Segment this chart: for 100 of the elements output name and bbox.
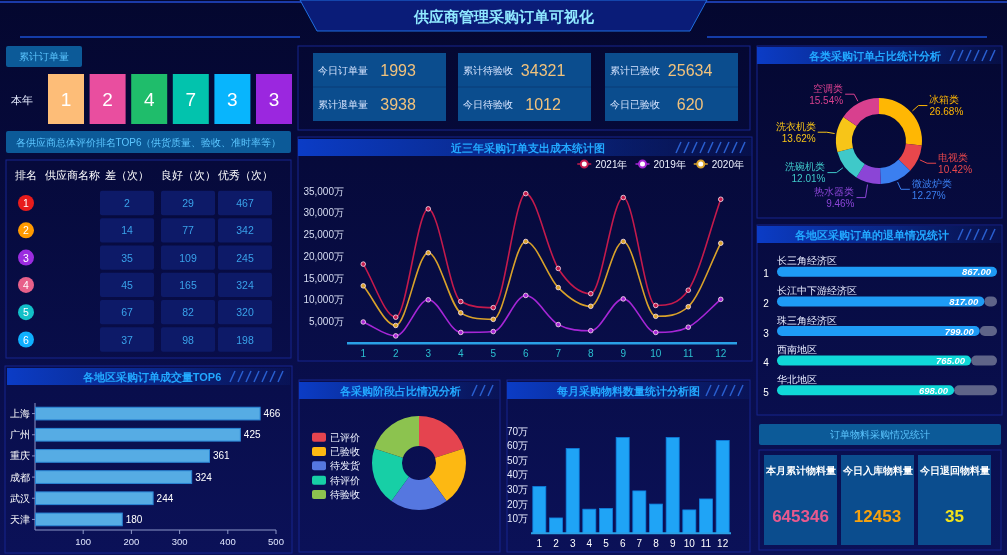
- chart-title: 各采购阶段占比情况分析: [338, 384, 461, 397]
- data-label: 25634: [667, 61, 713, 79]
- legend-label: 已验收: [330, 446, 360, 458]
- y-tick-label: 30,000万: [303, 207, 344, 219]
- data-label: 245: [236, 251, 254, 264]
- x-tick-label: 差（次）: [105, 169, 149, 181]
- x-tick-label: 6: [522, 347, 529, 359]
- data-label: 3: [227, 88, 238, 110]
- data-label: 10.42%: [938, 163, 973, 175]
- chart-title: 各类采购订单占比统计分析: [808, 49, 941, 62]
- data-label: 67: [121, 306, 133, 319]
- data-label: 765.00: [936, 355, 966, 367]
- data-label: 7: [185, 88, 197, 110]
- slice-label: 洗碗机类: [785, 161, 826, 173]
- data-label: 425: [243, 429, 261, 441]
- annotation: 4: [763, 357, 769, 369]
- y-tick-label: 武汉: [10, 492, 30, 504]
- data-label: 77: [182, 224, 194, 237]
- x-tick-label: 100: [75, 535, 92, 547]
- data-label: 324: [236, 278, 254, 291]
- y-tick-label: 60万: [506, 440, 528, 452]
- x-tick-label: 9: [669, 537, 676, 549]
- x-tick-label: 12: [717, 537, 729, 549]
- chart-title: 各地区采购订单成交量TOP6: [81, 370, 222, 383]
- chart-title: 每月采购物料数量统计分析图: [555, 384, 700, 397]
- legend-label: 2020年: [711, 158, 744, 170]
- y-tick-label: 广州: [10, 429, 30, 441]
- data-label: 466: [263, 408, 281, 420]
- y-tick-label: 5,000万: [308, 316, 344, 328]
- data-label: 34321: [520, 61, 566, 79]
- legend-label: 待验收: [330, 488, 360, 500]
- data-label: 35: [945, 506, 964, 526]
- data-label: 2: [124, 197, 130, 209]
- y-tick-label: 10,000万: [303, 294, 344, 306]
- legend-label: 待发货: [330, 460, 360, 472]
- y-tick-label: 20,000万: [303, 250, 344, 262]
- data-label: 467: [236, 197, 254, 209]
- x-tick-label: 500: [268, 535, 284, 547]
- x-tick-label: 10: [683, 537, 696, 549]
- data-label: 15.54%: [809, 94, 844, 106]
- category-label: 累计待验收: [463, 64, 513, 76]
- chart-title: 各供应商总体评价排名TOP6（供货质量、验收、准时率等）: [15, 136, 282, 148]
- x-tick-label: 7: [636, 537, 643, 549]
- x-tick-label: 11: [683, 347, 694, 359]
- y-tick-label: 成都: [10, 471, 30, 483]
- text: 订单物料采购情况统计: [830, 429, 930, 440]
- slice-label: 空调类: [813, 82, 844, 94]
- y-tick-label: 重庆: [10, 450, 30, 462]
- category-label: 本月累计物料量: [764, 464, 836, 476]
- y-tick-label: 25,000万: [303, 229, 344, 241]
- category-label: 今日已验收: [610, 98, 660, 110]
- data-label: 37: [121, 333, 133, 346]
- y-tick-label: 15,000万: [303, 272, 344, 284]
- category-label: 今日订单量: [318, 64, 368, 76]
- y-tick-label: 长三角经济区: [777, 255, 837, 267]
- data-label: 45: [121, 278, 133, 291]
- annotation: 3: [763, 327, 769, 339]
- y-tick-label: 20万: [506, 498, 528, 510]
- data-label: 342: [236, 224, 254, 237]
- x-tick-label: 6: [619, 537, 626, 549]
- slice-label: 冰箱类: [929, 94, 960, 106]
- x-tick-label: 12: [715, 347, 727, 359]
- y-tick-label: 珠三角经济区: [777, 314, 837, 326]
- data-label: 3938: [380, 95, 416, 113]
- text: 本年: [11, 94, 33, 106]
- x-tick-label: 4: [586, 537, 593, 549]
- text: 累计订单量: [19, 51, 69, 62]
- y-tick-label: 天津: [10, 513, 30, 525]
- y-tick-label: 4: [23, 278, 29, 291]
- y-tick-label: 2: [23, 224, 29, 237]
- y-tick-label: 50万: [506, 454, 528, 466]
- y-tick-label: 3: [23, 251, 29, 264]
- x-tick-label: 1: [536, 537, 543, 549]
- data-label: 12.01%: [791, 173, 826, 185]
- chart-title: 各地区采购订单的退单情况统计: [794, 228, 949, 241]
- y-tick-label: 30万: [506, 483, 528, 495]
- category-label: 累计退单量: [318, 98, 368, 110]
- data-label: 2: [102, 88, 113, 110]
- annotation: 1: [763, 268, 769, 280]
- data-label: 320: [236, 306, 254, 319]
- y-tick-label: 西南地区: [777, 344, 817, 356]
- x-tick-label: 9: [620, 347, 627, 359]
- data-label: 4: [143, 88, 155, 110]
- slice-label: 热水器类: [814, 186, 855, 198]
- data-label: 26.68%: [929, 106, 964, 118]
- data-label: 620: [676, 95, 704, 113]
- legend-label: 已评价: [330, 431, 360, 443]
- legend-label: 2019年: [653, 158, 686, 170]
- data-label: 13.62%: [781, 132, 816, 144]
- annotation: 2: [763, 297, 769, 309]
- data-label: 1012: [525, 95, 561, 113]
- data-label: 198: [236, 333, 254, 346]
- x-tick-label: 5: [603, 537, 610, 549]
- y-tick-label: 长江中下游经济区: [777, 284, 857, 296]
- data-label: 12453: [853, 506, 902, 526]
- category-label: 累计已验收: [610, 64, 660, 76]
- data-label: 82: [182, 306, 194, 319]
- data-label: 3: [268, 88, 280, 110]
- x-tick-label: 10: [650, 347, 662, 359]
- data-label: 29: [182, 197, 194, 209]
